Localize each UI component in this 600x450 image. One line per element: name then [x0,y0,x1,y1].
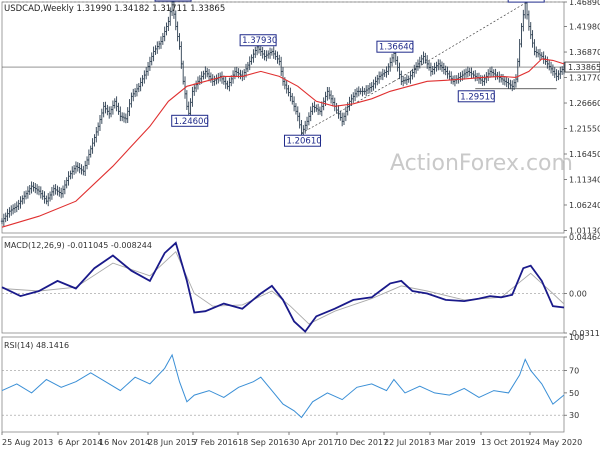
x-tick-label: 22 Jul 2018 [384,438,429,447]
price-annotation: 1.46670 [510,0,545,3]
price-y-tick-label: 1.11340 [569,176,600,185]
price-y-tick-label: 1.16450 [569,150,600,159]
macd-y-tick-label: 0.044642 [569,233,600,242]
price-annotation-box [154,0,192,2]
price-y-tick-label: 1.31770 [569,74,600,83]
price-annotation: 1.24600 [174,117,209,127]
macd-y-tick-label: 0.00 [569,290,587,299]
price-annotation: 1.46890 [157,0,192,2]
price-y-tick-label: 1.46890 [569,0,600,7]
price-y-tick-label: 1.26660 [569,99,600,108]
rsi-y-tick-label: 30 [569,411,579,420]
rsi-y-tick-label: 100 [569,333,584,342]
x-tick-label: 18 Sep 2016 [238,438,289,447]
price-annotation: 1.20610 [286,137,321,147]
current-price-label: 1.33865 [568,63,600,72]
x-tick-label: 10 Dec 2017 [337,438,388,447]
macd-panel-frame [1,236,565,334]
macd-title: MACD(12,26,9) -0.011045 -0.008244 [4,241,152,250]
price-annotation-box [376,40,414,53]
price-annotation-box [457,90,495,103]
price-annotation: 1.29510 [460,92,495,102]
price-y-tick-label: 1.06240 [569,201,600,210]
x-tick-label: 28 Jun 2015 [148,438,196,447]
price-annotation: 1.37930 [242,36,277,46]
macd-y-tick-label: -0.031183 [569,329,600,338]
rsi-title: RSI(14) 48.1416 [4,341,69,350]
price-annotation-box [239,34,277,47]
rsi-y-tick-label: 70 [569,367,579,376]
macd-signal-line [1,250,565,325]
rsi-panel-frame [1,336,565,433]
macd-line [1,241,565,333]
price-annotation: 1.36640 [379,43,414,53]
x-tick-label: 30 Apr 2017 [289,438,338,447]
rsi-line [1,353,565,419]
x-tick-label: 6 Apr 2014 [58,438,102,447]
chart-title: USDCAD,Weekly 1.31990 1.34182 1.31711 1.… [4,4,225,14]
x-tick-label: 16 Nov 2014 [99,438,150,447]
rsi-y-tick-label: 50 [569,389,579,398]
price-annotation-box [283,134,321,147]
price-y-tick-label: 1.41980 [569,23,600,32]
price-y-tick-label: 1.21550 [569,125,600,134]
x-tick-label: 25 Aug 2013 [2,438,53,447]
x-tick-label: 3 Mar 2019 [430,438,476,447]
x-tick-label: 7 Feb 2016 [193,438,238,447]
price-annotation-box [171,114,209,127]
price-annotation-box [507,0,545,3]
x-tick-label: 24 May 2020 [530,438,582,447]
price-y-tick-label: 1.01130 [569,227,600,236]
price-panel-frame [1,1,565,234]
moving-average-line [1,58,565,228]
watermark: ActionForex.com [390,151,573,176]
x-tick-label: 13 Oct 2019 [481,438,530,447]
price-y-tick-label: 1.36870 [569,48,600,57]
current-price-box [564,61,600,73]
